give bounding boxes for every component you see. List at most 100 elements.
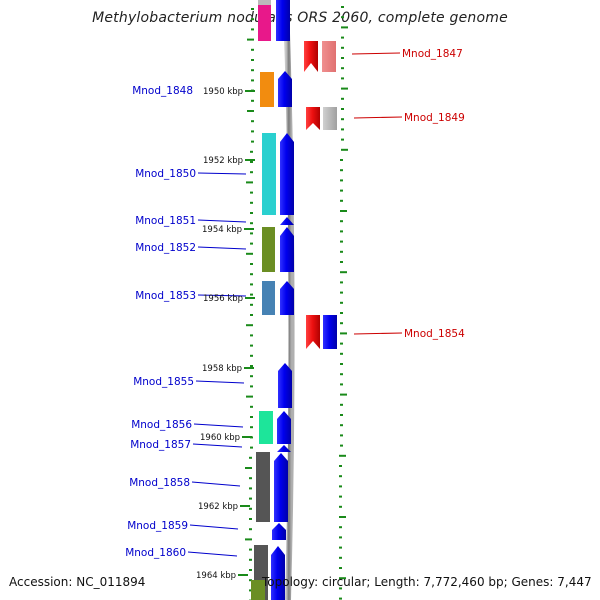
genome-summary-text: Topology: circular; Length: 7,772,460 bp… bbox=[262, 575, 592, 589]
outer-ring-tick bbox=[340, 179, 343, 182]
inner-ring-tick bbox=[249, 558, 252, 561]
outer-ring-tick bbox=[341, 26, 348, 29]
gene-leader-line bbox=[195, 380, 245, 384]
kbp-tick-label: 1954 kbp bbox=[202, 225, 242, 235]
outer-ring-tick bbox=[340, 322, 343, 325]
inner-ring-tick bbox=[249, 497, 252, 500]
kbp-tick-label: 1958 kbp bbox=[202, 364, 242, 374]
inner-ring-tick bbox=[245, 467, 252, 469]
gene-arrow-mnod-1848 bbox=[278, 71, 292, 107]
inner-ring-tick bbox=[245, 538, 252, 541]
gene-leader-line bbox=[197, 219, 247, 223]
inner-ring-tick bbox=[251, 8, 254, 10]
outer-ring-tick bbox=[339, 465, 342, 467]
gene-label-mnod-1854: Mnod_1854 bbox=[404, 328, 465, 340]
inner-ring-tick bbox=[250, 171, 253, 174]
inner-ring-tick bbox=[250, 283, 253, 286]
outer-ring-tick bbox=[340, 199, 343, 202]
outer-ring-tick bbox=[340, 414, 343, 416]
gene-arrow-mnod-1849 bbox=[306, 107, 320, 130]
inner-ring-tick bbox=[246, 252, 253, 255]
gene-leader-line bbox=[187, 551, 238, 557]
inner-ring-tick bbox=[250, 365, 253, 367]
outer-ring-tick bbox=[341, 57, 344, 59]
gene-leader-line bbox=[193, 423, 244, 428]
kbp-tick-label: 1950 kbp bbox=[203, 87, 243, 97]
outer-ring-tick bbox=[341, 108, 344, 110]
kbp-tick-label: 1964 kbp bbox=[196, 571, 236, 581]
inner-ring-tick bbox=[246, 324, 253, 327]
gene-arrow-mnod-1851 bbox=[280, 217, 294, 225]
gene-leader-line bbox=[191, 481, 241, 487]
gene-label-mnod-1859: Mnod_1859 bbox=[127, 520, 188, 532]
outer-ring-tick bbox=[341, 87, 348, 90]
partial-gene-top-grey bbox=[258, 0, 271, 5]
outer-ring-tick bbox=[340, 434, 343, 437]
outer-ring-tick bbox=[339, 505, 342, 508]
gene-arrow-mnod-1856 bbox=[277, 411, 291, 444]
gene-arrow-mnod-1855 bbox=[278, 363, 292, 408]
partial-gene-top-blue bbox=[276, 0, 290, 41]
inner-ring-tick bbox=[251, 140, 254, 143]
outer-ring-tick bbox=[339, 495, 342, 498]
outer-ring-tick bbox=[340, 424, 343, 427]
inner-ring-tick bbox=[250, 446, 253, 449]
inner-ring-tick bbox=[251, 59, 254, 61]
gene-label-mnod-1847: Mnod_1847 bbox=[402, 48, 463, 60]
accession-text: Accession: NC_011894 bbox=[9, 575, 146, 589]
gene-label-mnod-1860: Mnod_1860 bbox=[125, 547, 186, 559]
gene-block-bottom-olive bbox=[251, 580, 265, 600]
outer-ring-tick bbox=[339, 577, 346, 580]
gene-label-mnod-1853: Mnod_1853 bbox=[135, 290, 196, 302]
outer-ring-tick bbox=[341, 67, 344, 70]
outer-ring-tick bbox=[339, 485, 342, 488]
gene-block-mnod-1856 bbox=[259, 411, 273, 444]
outer-ring-tick bbox=[341, 77, 344, 80]
outer-ring-tick bbox=[339, 556, 342, 559]
inner-ring-tick bbox=[250, 150, 253, 153]
gene-arrow-mnod-1857 bbox=[277, 445, 291, 452]
inner-ring-tick bbox=[251, 69, 254, 72]
gene-label-mnod-1852: Mnod_1852 bbox=[135, 242, 196, 254]
outer-ring-tick bbox=[340, 261, 343, 263]
outer-ring-tick bbox=[341, 148, 348, 151]
gene-arrow-mnod-1858 bbox=[274, 453, 288, 522]
outer-ring-tick bbox=[341, 128, 344, 131]
inner-ring-tick bbox=[250, 212, 253, 214]
kbp-tick-label: 1956 kbp bbox=[203, 294, 243, 304]
inner-ring-ticks bbox=[245, 8, 254, 600]
gene-arrow-mnod-1852 bbox=[280, 227, 294, 272]
outer-ring-tick bbox=[340, 444, 343, 447]
inner-ring-tick bbox=[250, 416, 253, 418]
inner-ring-tick bbox=[247, 110, 254, 112]
outer-ring-tick bbox=[340, 301, 343, 304]
inner-ring-tick bbox=[249, 487, 252, 490]
outer-ring-tick bbox=[340, 169, 343, 172]
gene-block-mnod-1848 bbox=[260, 72, 274, 107]
outer-ring-tick bbox=[339, 516, 346, 518]
outer-ring-tick bbox=[341, 6, 344, 8]
gene-label-mnod-1851: Mnod_1851 bbox=[135, 215, 196, 227]
gene-label-mnod-1855: Mnod_1855 bbox=[133, 376, 194, 388]
inner-ring-tick bbox=[250, 385, 253, 388]
inner-ring-tick bbox=[251, 28, 254, 31]
gene-leader-line bbox=[192, 443, 243, 448]
inner-ring-tick bbox=[251, 130, 254, 133]
inner-ring-tick bbox=[250, 201, 253, 204]
gene-arrow-mnod-1853 bbox=[280, 281, 294, 315]
outer-ring-tick bbox=[341, 46, 344, 49]
inner-ring-tick bbox=[249, 528, 252, 531]
inner-ring-tick bbox=[251, 79, 254, 82]
inner-ring-tick bbox=[250, 273, 253, 276]
outer-ring-tick bbox=[339, 546, 342, 549]
inner-ring-tick bbox=[250, 314, 253, 316]
outer-ring-tick bbox=[340, 342, 343, 345]
outer-ring-tick bbox=[339, 587, 342, 590]
outer-ring-tick bbox=[340, 363, 343, 365]
outer-ring-ticks bbox=[339, 6, 348, 600]
outer-ring-tick bbox=[340, 332, 347, 335]
gene-arrow-mnod-1859 bbox=[272, 523, 286, 540]
outer-ring-tick bbox=[340, 291, 343, 294]
kbp-tick-label: 1952 kbp bbox=[203, 156, 243, 166]
